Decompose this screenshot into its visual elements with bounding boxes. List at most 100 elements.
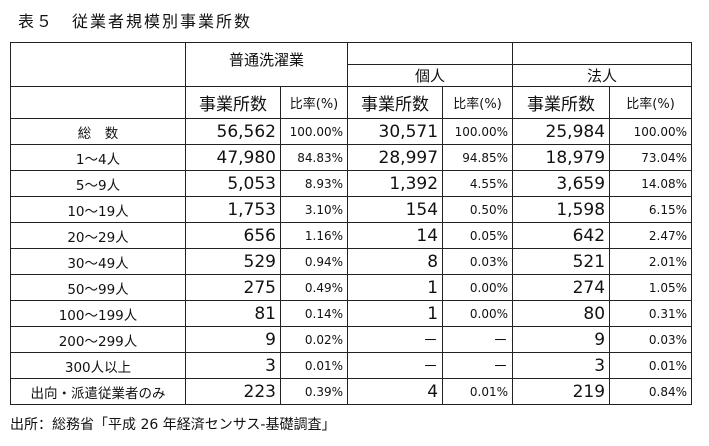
group-header-individual-label: 個人 <box>347 64 514 87</box>
count-cell: 28,997 <box>347 144 444 171</box>
table-row: 30～49人 529 0.94% 8 0.03% 521 2.01% <box>10 248 693 275</box>
count-cell: 154 <box>347 196 444 223</box>
ratio-cell: － <box>442 352 514 379</box>
count-cell: 521 <box>512 248 611 275</box>
row-label: 5～9人 <box>10 170 186 197</box>
count-cell: 642 <box>512 222 611 249</box>
row-label: 300人以上 <box>10 352 186 379</box>
ratio-header: 比率(%) <box>442 86 514 119</box>
count-cell: 5,053 <box>185 170 281 197</box>
label-column-header <box>10 86 186 119</box>
ratio-cell: 2.01% <box>609 248 693 275</box>
count-cell: 656 <box>185 222 281 249</box>
row-label: 総 数 <box>10 118 186 145</box>
ratio-cell: 0.03% <box>609 326 693 353</box>
ratio-cell: 14.08% <box>609 170 693 197</box>
establishments-table: 普通洗濯業 個人 法人 事業所数 比率(%) 事業所数 比率(%) 事業所数 比… <box>10 42 693 405</box>
ratio-cell: 6.15% <box>609 196 693 223</box>
ratio-cell: 2.47% <box>609 222 693 249</box>
row-label: 200～299人 <box>10 326 186 353</box>
count-cell: 81 <box>185 300 281 327</box>
count-cell: 9 <box>185 326 281 353</box>
ratio-cell: 0.05% <box>442 222 514 249</box>
corner-cell <box>10 42 186 87</box>
ratio-cell: 0.50% <box>442 196 514 223</box>
count-header: 事業所数 <box>512 86 611 119</box>
table-row: 出向・派遣従業者のみ 223 0.39% 4 0.01% 219 0.84% <box>10 378 693 405</box>
count-cell: 223 <box>185 378 281 405</box>
ratio-cell: 3.10% <box>279 196 349 223</box>
ratio-header: 比率(%) <box>609 86 693 119</box>
ratio-cell: 0.84% <box>609 378 693 405</box>
table-title: 表５ 従業者規模別事業所数 <box>18 12 253 31</box>
row-label: 50～99人 <box>10 274 186 301</box>
ratio-cell: 100.00% <box>279 118 349 145</box>
row-label: 出向・派遣従業者のみ <box>10 378 186 405</box>
ratio-cell: － <box>442 326 514 353</box>
ratio-cell: 0.94% <box>279 248 349 275</box>
table-row: 総 数 56,562 100.00% 30,571 100.00% 25,984 100.0… <box>10 118 693 145</box>
row-label: 10～19人 <box>10 196 186 223</box>
count-cell: 275 <box>185 274 281 301</box>
table-row: 50～99人 275 0.49% 1 0.00% 274 1.05% <box>10 274 693 301</box>
row-label: 30～49人 <box>10 248 186 275</box>
source-note: 出所：総務省「平成 26 年経済センサス-基礎調査」 <box>10 417 336 433</box>
count-cell: 9 <box>512 326 611 353</box>
group-header-total: 普通洗濯業 <box>184 42 349 87</box>
count-cell: 30,571 <box>347 118 444 145</box>
count-cell: 47,980 <box>185 144 281 171</box>
count-cell: 14 <box>347 222 444 249</box>
count-cell: 274 <box>512 274 611 301</box>
group-header-corporate <box>512 42 693 65</box>
ratio-cell: 0.49% <box>279 274 349 301</box>
count-cell: 25,984 <box>512 118 611 145</box>
ratio-cell: 0.14% <box>279 300 349 327</box>
ratio-cell: 94.85% <box>442 144 514 171</box>
count-cell: 219 <box>512 378 611 405</box>
ratio-cell: 0.01% <box>279 352 349 379</box>
count-header: 事業所数 <box>347 86 444 119</box>
group-header-corporate-label: 法人 <box>512 64 693 87</box>
ratio-cell: 0.00% <box>442 300 514 327</box>
count-cell: 1,753 <box>185 196 281 223</box>
ratio-cell: 0.03% <box>442 248 514 275</box>
count-cell: 80 <box>512 300 611 327</box>
ratio-cell: 73.04% <box>609 144 693 171</box>
count-header: 事業所数 <box>185 86 281 119</box>
table-row: 200～299人 9 0.02% －－ 9 0.03% <box>10 326 693 353</box>
ratio-cell: 1.16% <box>279 222 349 249</box>
ratio-cell: 0.39% <box>279 378 349 405</box>
table-row: 20～29人 656 1.16% 14 0.05% 642 2.47% <box>10 222 693 249</box>
count-cell: 3 <box>512 352 611 379</box>
count-cell: 529 <box>185 248 281 275</box>
count-cell: 56,562 <box>185 118 281 145</box>
ratio-cell: 100.00% <box>442 118 514 145</box>
count-cell: 8 <box>347 248 444 275</box>
ratio-cell: 0.01% <box>609 352 693 379</box>
count-cell: 1 <box>347 274 444 301</box>
header-row-subcolumns: 事業所数 比率(%) 事業所数 比率(%) 事業所数 比率(%) <box>10 86 693 119</box>
row-label: 100～199人 <box>10 300 186 327</box>
count-cell: 18,979 <box>512 144 611 171</box>
table-row: 300人以上 3 0.01% －－ 3 0.01% <box>10 352 693 379</box>
ratio-cell: 100.00% <box>609 118 693 145</box>
count-cell: 4 <box>347 378 444 405</box>
count-cell: － <box>347 326 444 353</box>
table-row: 100～199人 81 0.14% 1 0.00% 80 0.31% <box>10 300 693 327</box>
ratio-cell: 0.31% <box>609 300 693 327</box>
count-cell: 3 <box>185 352 281 379</box>
count-cell: 1,598 <box>512 196 611 223</box>
ratio-cell: 84.83% <box>279 144 349 171</box>
count-cell: 3,659 <box>512 170 611 197</box>
ratio-cell: 8.93% <box>279 170 349 197</box>
ratio-cell: 4.55% <box>442 170 514 197</box>
count-cell: － <box>347 352 444 379</box>
table-row: 5～9人 5,053 8.93% 1,392 4.55% 3,659 14.08% <box>10 170 693 197</box>
ratio-cell: 0.00% <box>442 274 514 301</box>
ratio-cell: 1.05% <box>609 274 693 301</box>
row-label: 20～29人 <box>10 222 186 249</box>
ratio-cell: 0.01% <box>442 378 514 405</box>
row-label: 1～4人 <box>10 144 186 171</box>
table-row: 1～4人 47,980 84.83% 28,997 94.85% 18,979 73.04% <box>10 144 693 171</box>
ratio-cell: 0.02% <box>279 326 349 353</box>
